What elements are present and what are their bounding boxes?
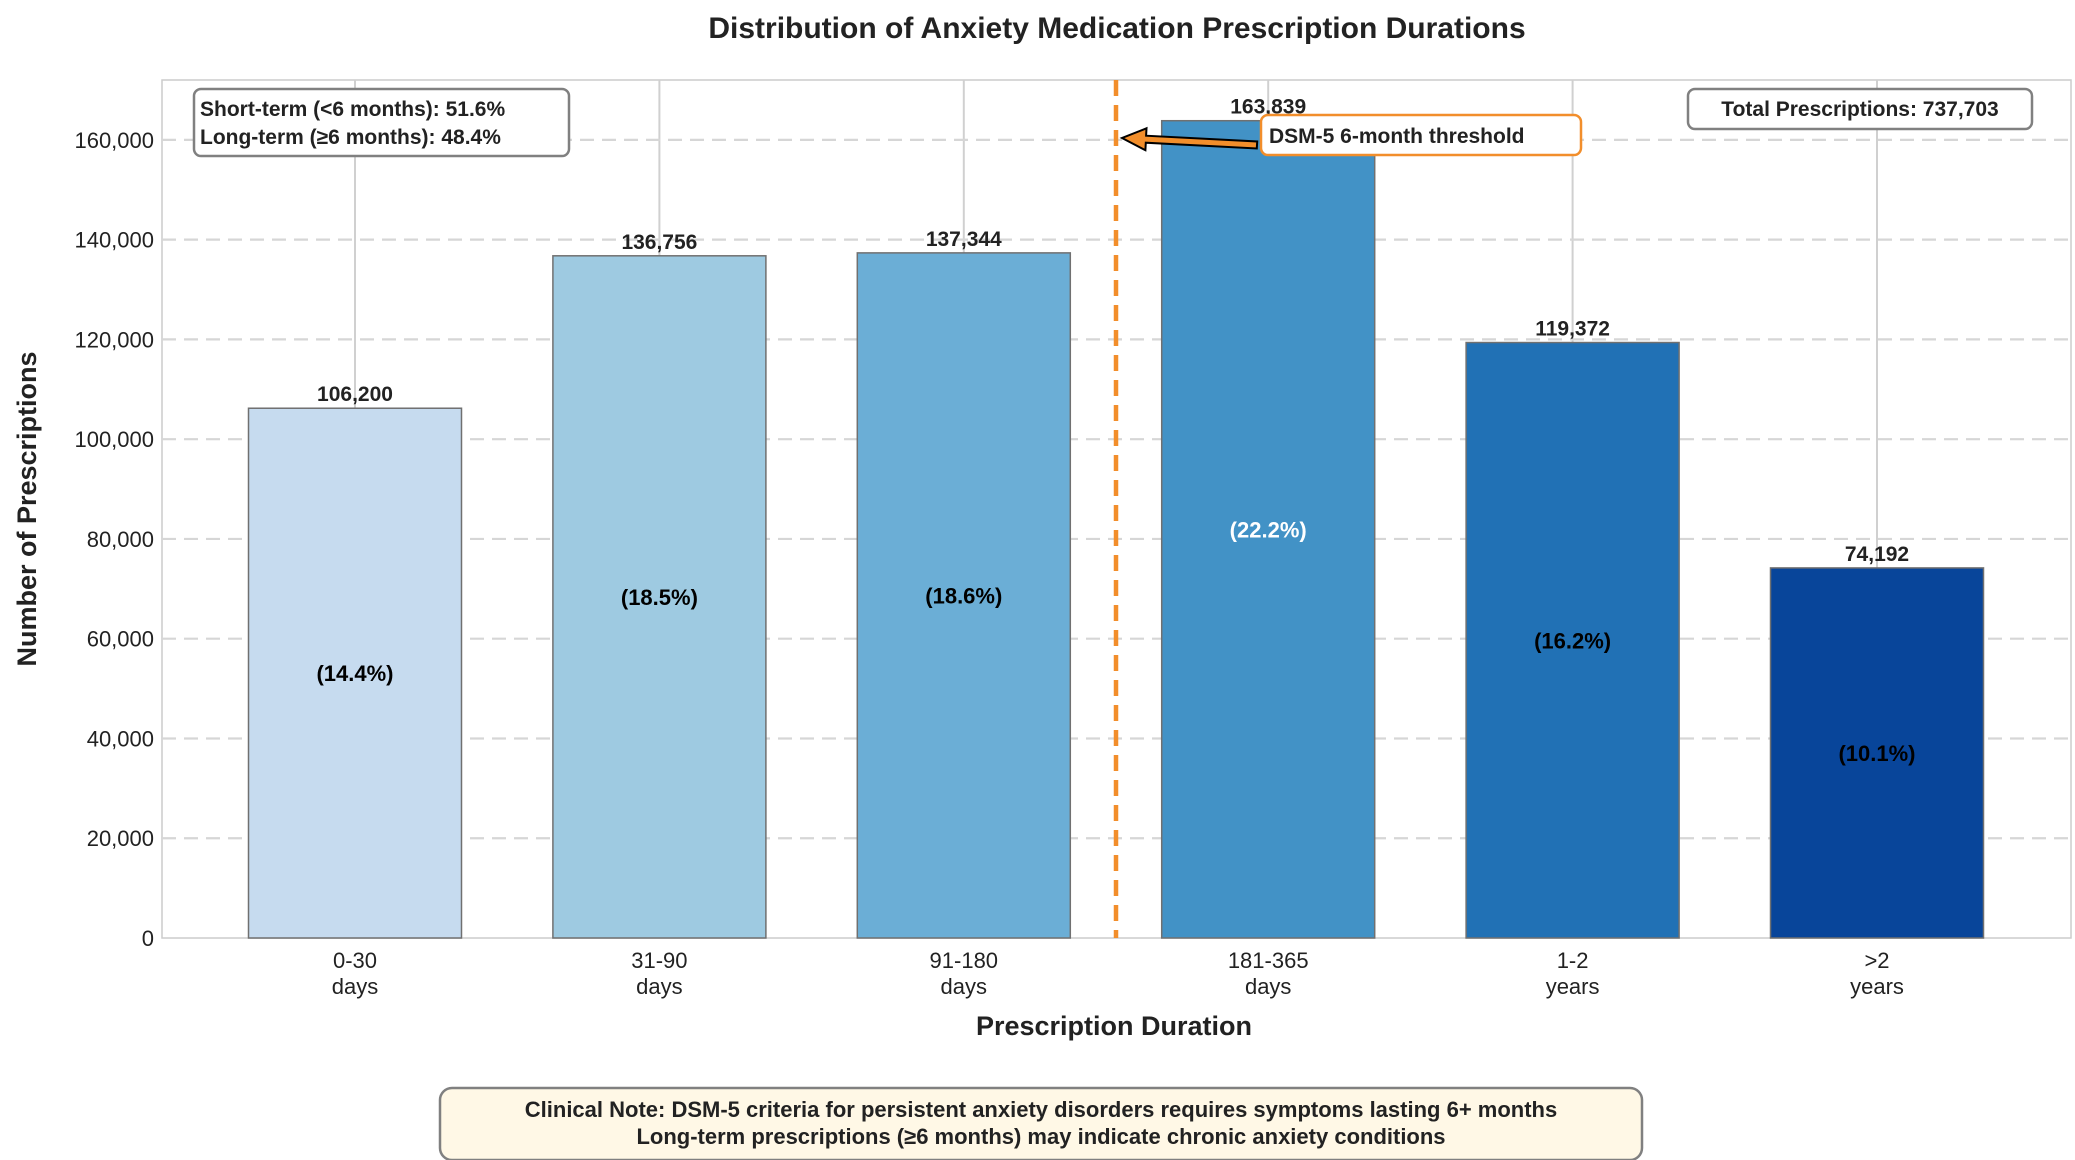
x-tick-label: >2 [1864,948,1889,973]
data-labels: 106,200 (14.4%) 136,756 (18.5%) 137,344 (18.6… [316,96,1915,766]
y-tick-label: 20,000 [87,826,154,851]
bar-percent-label: (10.1%) [1838,741,1915,766]
total-prescriptions: Total Prescriptions: 737,703 [1721,98,1998,121]
summary-box: Short-term (<6 months): 51.6% Long-term … [192,87,571,158]
threshold-label-box [1259,113,1583,157]
y-tick-label: 100,000 [74,427,154,452]
x-tick-label: 91-180 [930,948,999,973]
threshold-arrow [1119,126,1259,152]
bar-percent-label: (18.5%) [621,585,698,610]
x-tick-label: days [332,974,378,999]
x-tick-label: 31-90 [631,948,687,973]
bar [1160,119,1376,939]
y-axis-label: Number of Prescriptions [12,351,42,666]
chart-title: Distribution of Anxiety Medication Presc… [708,12,1525,45]
bar [856,252,1072,939]
bar [552,255,767,939]
clinical-note-line1: Clinical Note: DSM-5 criteria for persis… [525,1097,1557,1122]
bar [1769,567,1985,939]
long-term-summary: Long-term (≥6 months): 48.4% [200,126,501,149]
bar [247,407,463,939]
x-tick-label: 0-30 [333,948,377,973]
x-tick-label: days [941,974,987,999]
bar-value-label: 106,200 [317,383,393,406]
y-axis-ticks: 0 20,000 40,000 60,000 80,000 100,000 120,000 1… [74,128,154,951]
x-tick-label: days [636,974,682,999]
x-tick-label: days [1245,974,1291,999]
total-box: Total Prescriptions: 737,703 [1686,87,2034,131]
threshold-annotation: DSM-5 6-month threshold [1119,113,1583,157]
bar-percent-label: (14.4%) [316,661,393,686]
bar-value-label: 136,756 [621,231,697,254]
bar-value-label: 163,839 [1230,96,1306,119]
y-tick-label: 140,000 [74,228,154,253]
clinical-note-box: Clinical Note: DSM-5 criteria for persis… [438,1086,1644,1160]
clinical-note-line2: Long-term prescriptions (≥6 months) may … [636,1124,1445,1149]
y-tick-label: 80,000 [87,527,154,552]
y-tick-label: 0 [142,926,154,951]
bars-group [247,119,1985,939]
short-term-summary: Short-term (<6 months): 51.6% [200,98,505,121]
x-tick-label: years [1546,974,1600,999]
y-tick-label: 160,000 [74,128,154,153]
y-tick-label: 120,000 [74,327,154,352]
bar-percent-label: (22.2%) [1230,517,1307,542]
bar-value-label: 119,372 [1535,318,1610,341]
x-tick-label: years [1850,974,1904,999]
x-axis-label: Prescription Duration [976,1011,1252,1041]
x-tick-label: 1-2 [1557,948,1589,973]
threshold-label: DSM-5 6-month threshold [1269,125,1525,148]
y-tick-label: 40,000 [87,726,154,751]
x-tick-label: 181-365 [1228,948,1309,973]
y-tick-label: 60,000 [87,627,154,652]
bar-percent-label: (16.2%) [1534,628,1611,653]
bar [1465,341,1680,939]
bar-value-label: 137,344 [926,228,1002,251]
bar-value-label: 74,192 [1845,543,1909,566]
bar-percent-label: (18.6%) [925,583,1002,608]
x-axis-ticks: 0-30days31-90days91-180days181-365days1-… [332,948,1904,999]
